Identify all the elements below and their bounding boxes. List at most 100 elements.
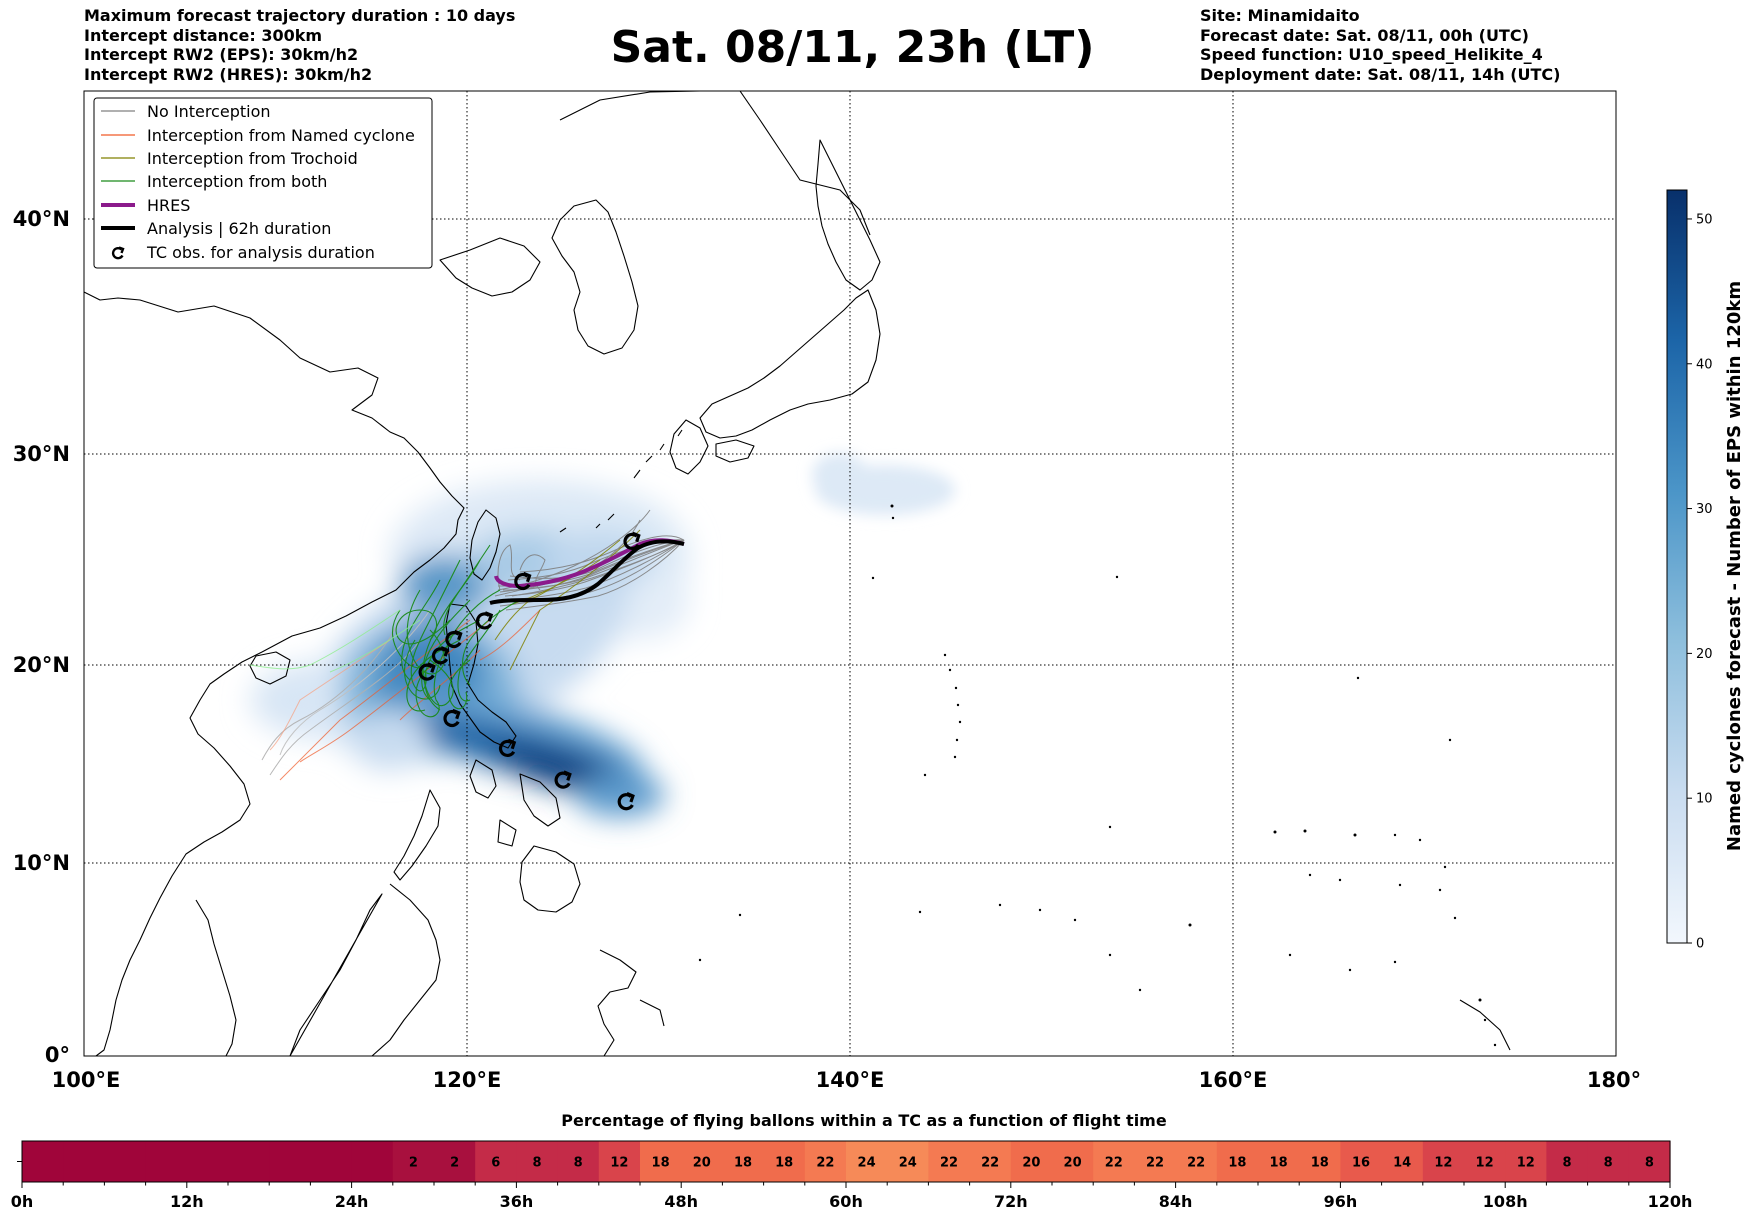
coast-borneo bbox=[289, 883, 441, 1056]
coast-kyushu bbox=[669, 419, 709, 475]
tc-obs-symbol bbox=[475, 611, 494, 630]
bar-tick-label: 120h bbox=[1648, 1192, 1693, 1211]
bar-cell bbox=[1216, 1141, 1259, 1182]
colorbar-tick-label: 10 bbox=[1696, 792, 1713, 807]
eps-density-layer bbox=[250, 480, 690, 817]
map-frame bbox=[83, 90, 1617, 1057]
bar-cell bbox=[1505, 1141, 1547, 1182]
bar-tick-label: 36h bbox=[500, 1192, 534, 1211]
bar-cell bbox=[392, 1141, 435, 1182]
legend: No Interception Interception from Named … bbox=[93, 97, 433, 269]
bar-cell bbox=[145, 1141, 188, 1182]
lat-label-20: 20°N bbox=[13, 653, 70, 677]
tc-obs-symbol bbox=[514, 571, 532, 591]
lat-label-30: 30°N bbox=[13, 442, 70, 466]
site-text: Site: Minamidaito bbox=[1200, 6, 1360, 25]
bar-cell-value: 22 bbox=[1187, 1156, 1205, 1171]
coastlines bbox=[84, 91, 1511, 1056]
bar-cell-value: 18 bbox=[734, 1156, 752, 1171]
lon-label-140: 140°E bbox=[816, 1068, 885, 1092]
lat-label-10: 10°N bbox=[13, 851, 70, 875]
bar-cell bbox=[310, 1141, 353, 1182]
colorbar-tick-label: 50 bbox=[1696, 212, 1713, 227]
bar-cell-value: 8 bbox=[1604, 1156, 1613, 1171]
bar-cell bbox=[1340, 1141, 1383, 1182]
legend-label-analysis: Analysis | 62h duration bbox=[147, 219, 331, 238]
legend-label-both: Interception from both bbox=[147, 172, 327, 191]
tc-obs-symbol bbox=[418, 662, 436, 681]
coast-north-east bbox=[559, 91, 871, 236]
bar-cell bbox=[1587, 1141, 1630, 1182]
analysis-trajectory bbox=[489, 539, 685, 605]
bar-cell bbox=[22, 1141, 64, 1182]
max-duration-text: Maximum forecast trajectory duration : 1… bbox=[84, 6, 516, 25]
bar-cell bbox=[1628, 1141, 1671, 1182]
bar-cell bbox=[516, 1141, 559, 1182]
bar-cell-value: 8 bbox=[532, 1156, 541, 1171]
bar-cell bbox=[887, 1141, 929, 1182]
bar-cell-value: 8 bbox=[1645, 1156, 1654, 1171]
bar-cell bbox=[186, 1141, 229, 1182]
tc-obs-symbol bbox=[617, 792, 635, 811]
coast-hainan bbox=[249, 651, 291, 685]
bar-cell-value: 14 bbox=[1393, 1156, 1411, 1171]
bar-cell-value: 16 bbox=[1352, 1156, 1370, 1171]
bar-tick-label: 72h bbox=[994, 1192, 1028, 1211]
bar-cell-value: 20 bbox=[1064, 1156, 1082, 1171]
bar-tick-label: 84h bbox=[1159, 1192, 1193, 1211]
bar-tick-label: 96h bbox=[1324, 1192, 1358, 1211]
deployment-date-text: Deployment date: Sat. 08/11, 14h (UTC) bbox=[1200, 64, 1561, 84]
tc-obs-symbol bbox=[623, 531, 641, 550]
coast-taiwan bbox=[469, 509, 501, 581]
bar-cell-value: 24 bbox=[858, 1156, 876, 1171]
map-area bbox=[84, 91, 1616, 1056]
bar-cell-value: 18 bbox=[1228, 1156, 1246, 1171]
bar-cell bbox=[928, 1141, 971, 1182]
bottom-bar: 2 2 6 8 8 12 18 20 18 18 22 24 24 22 22 20 20 22 22 22 18 18 1… bbox=[11, 1140, 1693, 1211]
coast-bohai bbox=[439, 237, 541, 297]
bar-cell-value: 20 bbox=[1022, 1156, 1040, 1171]
tc-obs-symbol bbox=[445, 629, 463, 649]
coast-sakhalin-hokkaido bbox=[815, 139, 881, 291]
bar-cell bbox=[969, 1141, 1012, 1182]
colorbar-tick-label: 0 bbox=[1696, 937, 1704, 952]
bottom-bar-title: Percentage of flying ballons within a TC… bbox=[561, 1111, 1167, 1130]
eps-density-pacific bbox=[812, 453, 955, 515]
legend-label-no-interception: No Interception bbox=[147, 102, 271, 121]
coast-malaysia bbox=[195, 899, 237, 1056]
bar-tick-label: 60h bbox=[829, 1192, 863, 1211]
bar-cell-value: 22 bbox=[981, 1156, 999, 1171]
speed-function-text: Speed function: U10_speed_Helikite_4 bbox=[1200, 45, 1543, 64]
lon-label-100: 100°E bbox=[52, 1068, 121, 1092]
trajectory-bundle-light bbox=[249, 609, 421, 673]
colorbar-gradient bbox=[1666, 189, 1688, 944]
bar-cell bbox=[1134, 1141, 1177, 1182]
bar-cell bbox=[763, 1141, 806, 1182]
bar-cell-value: 20 bbox=[693, 1156, 711, 1171]
bar-tick-label: 12h bbox=[170, 1192, 204, 1211]
coast-ryukyu bbox=[559, 429, 683, 533]
bar-cell bbox=[681, 1141, 723, 1182]
forecast-date-text: Forecast date: Sat. 08/11, 00h (UTC) bbox=[1200, 25, 1529, 45]
bar-cell bbox=[1010, 1141, 1053, 1182]
bar-cell-value: 18 bbox=[1311, 1156, 1329, 1171]
bar-cell bbox=[804, 1141, 847, 1182]
bar-cell-value: 22 bbox=[940, 1156, 958, 1171]
tc-obs-symbol bbox=[431, 646, 450, 665]
header-right-info: Site: Minamidaito Forecast date: Sat. 08… bbox=[1200, 6, 1560, 84]
bar-cell-value: 12 bbox=[1476, 1156, 1494, 1171]
bar-cell bbox=[1464, 1141, 1506, 1182]
bar-cell bbox=[269, 1141, 311, 1182]
bar-tick-label: 0h bbox=[11, 1192, 34, 1211]
bar-cell-value: 2 bbox=[450, 1156, 459, 1171]
bar-cell bbox=[846, 1141, 888, 1182]
bar-cell-value: 8 bbox=[574, 1156, 583, 1171]
colorbar: 0 10 20 30 40 50 Named cyclones forecast - Nu… bbox=[1666, 189, 1745, 952]
gridlines bbox=[84, 91, 1616, 1056]
legend-box bbox=[93, 97, 433, 269]
colorbar-tick-label: 20 bbox=[1696, 647, 1713, 662]
bar-cell bbox=[1381, 1141, 1424, 1182]
coast-mindanao bbox=[519, 845, 581, 913]
coast-shikoku bbox=[715, 439, 755, 463]
tc-obs-symbol bbox=[498, 738, 517, 757]
